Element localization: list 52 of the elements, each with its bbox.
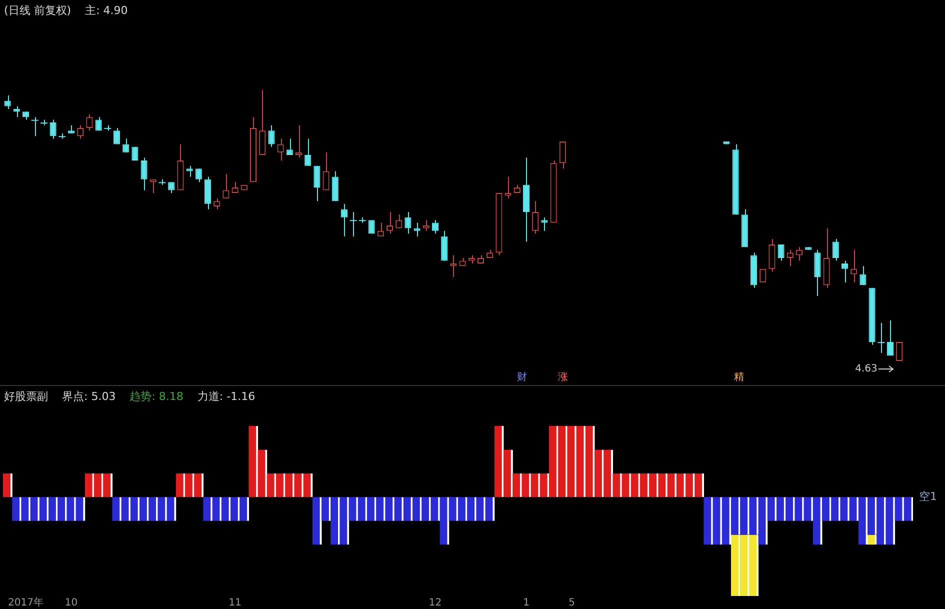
candlestick (768, 238, 776, 272)
candlestick (132, 146, 138, 161)
candlestick (778, 244, 784, 262)
candlestick (441, 230, 448, 262)
candlestick (30, 116, 39, 137)
candlestick (340, 203, 348, 237)
candlestick (886, 320, 894, 356)
text: 4.63 (855, 364, 878, 375)
x-tick-label: 10 (64, 598, 78, 609)
text: 涨 (557, 370, 569, 384)
text: 财 (516, 370, 528, 384)
candlestick (877, 322, 886, 354)
candlestick (222, 174, 230, 199)
candlestick (349, 211, 358, 237)
candlestick (50, 119, 56, 140)
candlestick (386, 211, 394, 234)
candlestick (896, 342, 903, 361)
chart-title: 好股票副 (4, 390, 48, 403)
candlestick (113, 127, 120, 145)
candlestick (841, 260, 848, 283)
candlestick (4, 94, 11, 110)
text: 精 (733, 370, 745, 384)
candlestick (286, 138, 293, 156)
text: 力道: -1.16 (197, 390, 256, 403)
candlestick (832, 238, 839, 262)
text: 空1 (919, 490, 937, 504)
candlestick (786, 249, 794, 267)
candlestick (204, 176, 212, 210)
candlestick (314, 165, 320, 202)
candlestick (322, 152, 330, 191)
candlestick (541, 216, 548, 232)
candlestick (559, 140, 566, 170)
candlestick (414, 222, 420, 237)
x-tick-label: 2017年 (8, 596, 44, 609)
chart-title: (日线 前复权) (4, 4, 72, 17)
x-tick-label: 11 (228, 598, 242, 609)
candlestick (140, 157, 148, 191)
candlestick (268, 124, 275, 148)
text: 趋势: 8.18 (130, 390, 184, 403)
candlestick (796, 246, 803, 262)
candlestick (186, 165, 193, 178)
candlestick (259, 90, 266, 156)
candlestick (332, 170, 338, 202)
candlestick (377, 222, 384, 237)
text: 界点: 5.03 (62, 390, 116, 403)
candlestick (532, 200, 539, 234)
candlestick (850, 249, 858, 283)
candlestick (814, 249, 821, 296)
x-tick-label: 1 (523, 598, 530, 609)
x-tick-label: 12 (428, 598, 442, 609)
text: 主: 4.90 (85, 4, 128, 17)
x-tick-label: 5 (568, 598, 575, 609)
